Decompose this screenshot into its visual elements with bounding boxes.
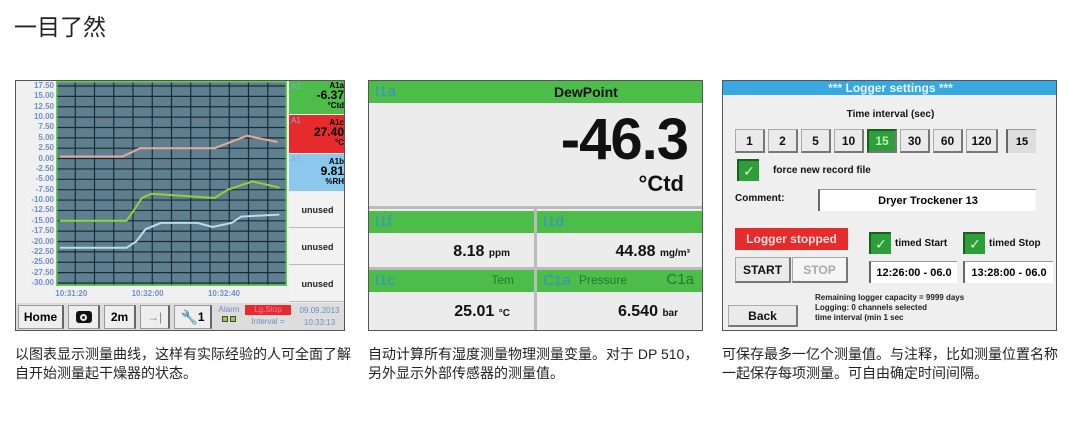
y-tick-label: -15.00 [31,215,54,225]
interval-button-10[interactable]: 10 [834,129,864,153]
home-button[interactable]: Home [18,305,64,329]
y-tick-label: -30.00 [31,278,54,287]
check-icon: ✓ [743,162,755,179]
force-new-checkbox[interactable]: ✓ [737,159,759,181]
x-tick-label: 10:31:20 [55,289,88,298]
screenshot-button[interactable] [68,305,100,329]
channel-a1c[interactable]: A1 A1c 27.40 °C [289,115,344,153]
timed-start-label: timed Start [895,238,948,249]
channel-unused[interactable]: unused [289,229,344,265]
y-tick-label: -2.50 [35,163,54,173]
cell-value: 6.540 bar [617,303,678,320]
stop-time-input[interactable]: 13:28:00 - 06.0 [963,261,1053,283]
y-tick-label: -10.00 [31,195,54,205]
y-tick-label: 15.00 [33,91,54,101]
cell-value: 44.88 mg/m³ [615,243,691,260]
series-line-0 [59,134,278,158]
y-tick-label: -25.00 [31,257,54,267]
y-tick-label: 0.00 [38,153,54,163]
y-tick-label: 12.50 [33,101,54,111]
comment-label: Comment: [735,193,785,204]
caption-measurement: 自动计算所有湿度测量物理测量变量。对于 DP 510，另外显示外部传感器的测量值… [368,346,699,381]
datetime: 09.09.2013 10:33:13 [299,306,340,327]
y-tick-label: -17.50 [31,226,54,236]
cell-value: 25.01 °C [454,303,510,320]
caption-logger: 可保存最多一亿个测量值。与注释，比如测量位置名称一起保存每项测量。可自由确定时间… [722,346,1058,381]
caption-chart: 以图表显示测量曲线，这样有实际经验的人可全面了解自开始测量起干燥器的状态。 [15,346,351,381]
y-tick-label: -12.50 [31,205,54,215]
back-button[interactable]: Back [728,305,798,327]
y-tick-label: -20.00 [31,236,54,246]
channel-unused[interactable]: unused [289,266,344,302]
logger-status: Lg.Stop Interval = [245,305,291,326]
main-channel-header: I1a DewPoint [369,81,702,103]
y-axis: 17.50 15.00 12.50 10.00 7.50 5.00 2.50 0.00 -2.5… [16,81,54,301]
start-time-input[interactable]: 12:26:00 - 06.0 [869,261,957,283]
force-new-label: force new record file [773,165,871,176]
interval-button-120[interactable]: 120 [966,129,998,153]
channel-unused[interactable]: unused [289,192,344,228]
series-line-2 [59,213,280,249]
timed-stop-checkbox[interactable]: ✓ [963,232,985,254]
logger-info: Remaining logger capacity = 9999 days Log… [815,293,965,322]
interval-button-60[interactable]: 60 [933,129,963,153]
time-span-button[interactable]: 2m [104,305,136,329]
series-line-1 [59,180,280,222]
chart-screen: 17.50 15.00 12.50 10.00 7.50 5.00 2.50 0.00 -2.5… [15,80,345,331]
channel-a1a[interactable]: A1 A1a -6.37 °Ctd [289,81,344,114]
cell-header: I1c Tem [369,270,534,292]
dewpoint-value: -46.3 [560,107,689,172]
page-title: 一目了然 [14,14,106,40]
check-icon: ✓ [969,235,981,252]
camera-icon [75,311,92,323]
interval-button-15[interactable]: 15 [867,129,897,153]
y-tick-label: 2.50 [38,143,54,153]
logger-settings-screen: *** Logger settings *** Time interval (s… [722,80,1057,331]
y-tick-label: 10.00 [33,112,54,122]
x-tick-label: 10:32:40 [207,289,241,298]
y-tick-label: -22.50 [31,246,54,256]
interval-button-30[interactable]: 30 [900,129,930,153]
stop-button[interactable]: STOP [792,257,848,283]
cell-header: I1f [369,211,534,233]
measurement-screen: I1a DewPoint -46.3 °Ctd I1f 8.18 ppm I1d… [368,80,703,331]
start-button[interactable]: START [735,257,791,283]
dewpoint-unit: °Ctd [638,171,684,196]
cell-header: I1d [537,211,702,233]
interval-label: Time interval (sec) [846,109,935,120]
cell-value: 8.18 ppm [453,243,510,260]
interval-button-5[interactable]: 5 [801,129,831,153]
jump-end-button[interactable]: →| [140,305,170,329]
comment-input[interactable]: Dryer Trockener 13 [818,189,1036,211]
y-tick-label: -27.50 [31,267,54,277]
interval-button-2[interactable]: 2 [768,129,798,153]
logger-status: Logger stopped [735,228,848,250]
alarm-indicator: Alarm [214,305,244,329]
timed-stop-label: timed Stop [989,238,1041,249]
timed-start-checkbox[interactable]: ✓ [869,232,891,254]
wrench-icon: 🔧 [180,308,198,325]
y-tick-label: 17.50 [33,81,54,90]
interval-value: 15 [1006,129,1036,153]
screen-title: *** Logger settings *** [723,81,1056,95]
y-tick-label: -5.00 [35,174,54,184]
arrow-to-end-icon: →| [146,310,163,324]
y-tick-label: 5.00 [38,132,54,142]
check-icon: ✓ [875,235,887,252]
x-tick-label: 10:32:00 [131,289,164,298]
x-axis: 10:31:20 10:32:00 10:32:40 [55,287,287,301]
tools-button[interactable]: 🔧 1 [174,305,212,329]
channel-a1b[interactable]: A1 A1b 9.81 %RH [289,154,344,191]
y-tick-label: 7.50 [38,122,54,132]
interval-button-1[interactable]: 1 [735,129,765,153]
cell-header: C1a Pressure C1a [537,270,702,292]
y-tick-label: -7.50 [35,184,54,194]
trend-chart [56,81,287,286]
